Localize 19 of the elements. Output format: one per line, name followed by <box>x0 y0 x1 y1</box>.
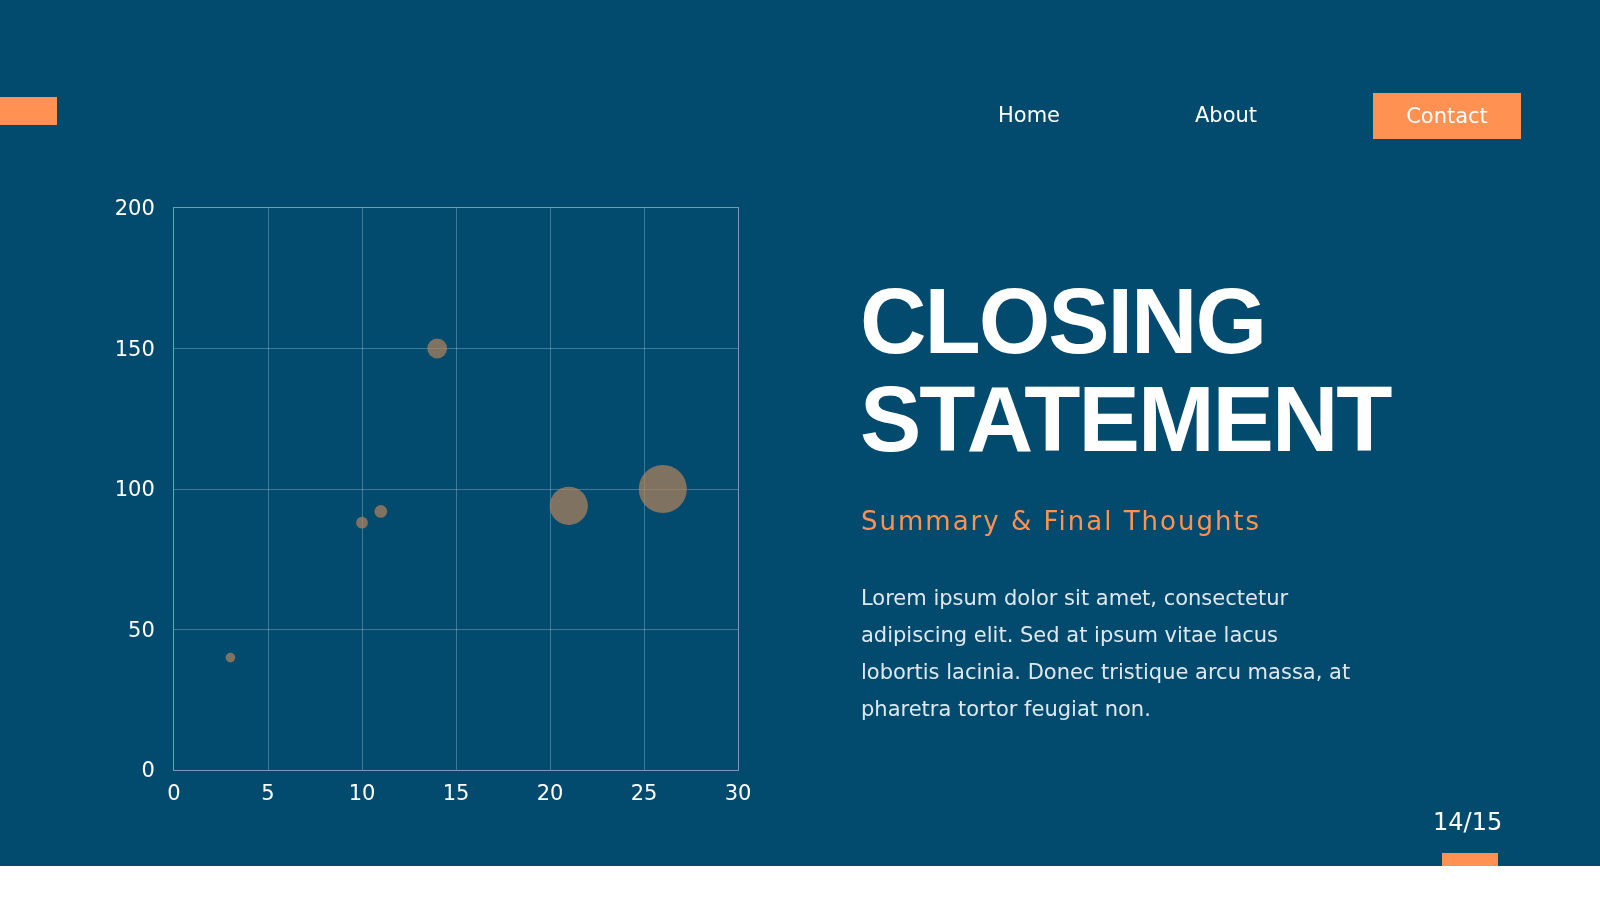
y-tick-label: 50 <box>128 617 155 642</box>
y-tick-label: 0 <box>141 758 155 783</box>
x-tick-label: 20 <box>536 781 564 806</box>
y-tick-label: 100 <box>114 477 155 502</box>
x-tick-label: 0 <box>167 781 181 806</box>
x-tick-label: 25 <box>630 781 658 806</box>
text: Home <box>998 103 1061 127</box>
x-tick-label: 10 <box>348 781 376 806</box>
y-tick-label: 150 <box>114 336 155 361</box>
text: Lorem ipsum dolor sit amet, consectetur adipiscing elit. Sed at ipsum vitae lacus lobortis lacinia. Donec tristique arcu massa, at pharetra tortor feugiat non. <box>861 585 1352 723</box>
text: 14/15 <box>1433 808 1503 836</box>
text: CLOSING STATEMENT <box>860 270 1393 470</box>
x-tick-label: 5 <box>261 781 275 806</box>
x-tick-label: 15 <box>442 781 470 806</box>
text: Summary & Final Thoughts <box>861 506 1262 536</box>
x-tick-label: 30 <box>724 781 752 806</box>
y-tick-label: 200 <box>114 196 155 221</box>
text: About <box>1195 103 1258 127</box>
text: Contact <box>1373 93 1521 139</box>
